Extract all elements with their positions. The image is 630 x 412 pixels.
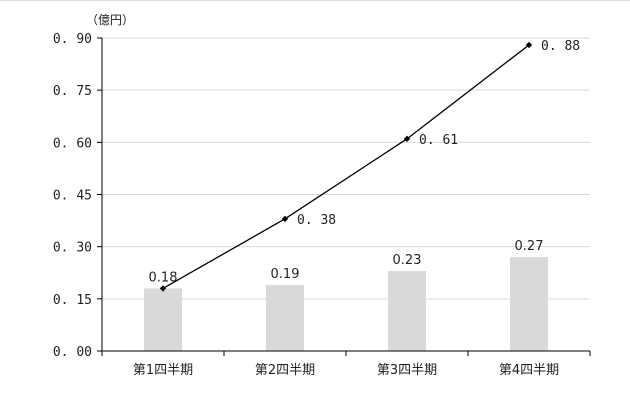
y-tick-label: 0. 60 <box>53 136 92 151</box>
line-data-label: 0. 61 <box>419 133 458 148</box>
y-tick-label: 0. 90 <box>53 32 92 47</box>
y-axis-unit-label: （億円） <box>86 13 134 27</box>
line-point-marker <box>403 135 411 143</box>
line-series <box>162 44 530 289</box>
y-tick-label: 0. 15 <box>53 293 92 308</box>
x-category-label: 第3四半期 <box>377 363 437 378</box>
bar <box>388 271 426 351</box>
y-tick-label: 0. 45 <box>53 189 92 204</box>
line-data-label: 0. 38 <box>297 213 336 228</box>
line-point-marker <box>281 215 289 223</box>
line-point-marker <box>525 41 533 49</box>
bar-data-label: 0.27 <box>515 239 544 254</box>
x-category-label: 第4四半期 <box>499 363 559 378</box>
x-category-label: 第2四半期 <box>255 363 315 378</box>
bar <box>510 257 548 351</box>
bar-data-label: 0.18 <box>149 270 178 285</box>
x-category-label: 第1四半期 <box>133 363 193 378</box>
y-tick-label: 0. 00 <box>53 345 92 360</box>
bar-data-label: 0.23 <box>393 253 422 268</box>
bar-data-label: 0.19 <box>271 267 300 282</box>
bar <box>266 284 304 351</box>
y-tick-label: 0. 75 <box>53 84 92 99</box>
line-data-label: 0. 88 <box>541 39 580 54</box>
y-tick-label: 0. 30 <box>53 241 92 256</box>
line-point-marker <box>159 285 167 292</box>
bar <box>144 288 182 351</box>
